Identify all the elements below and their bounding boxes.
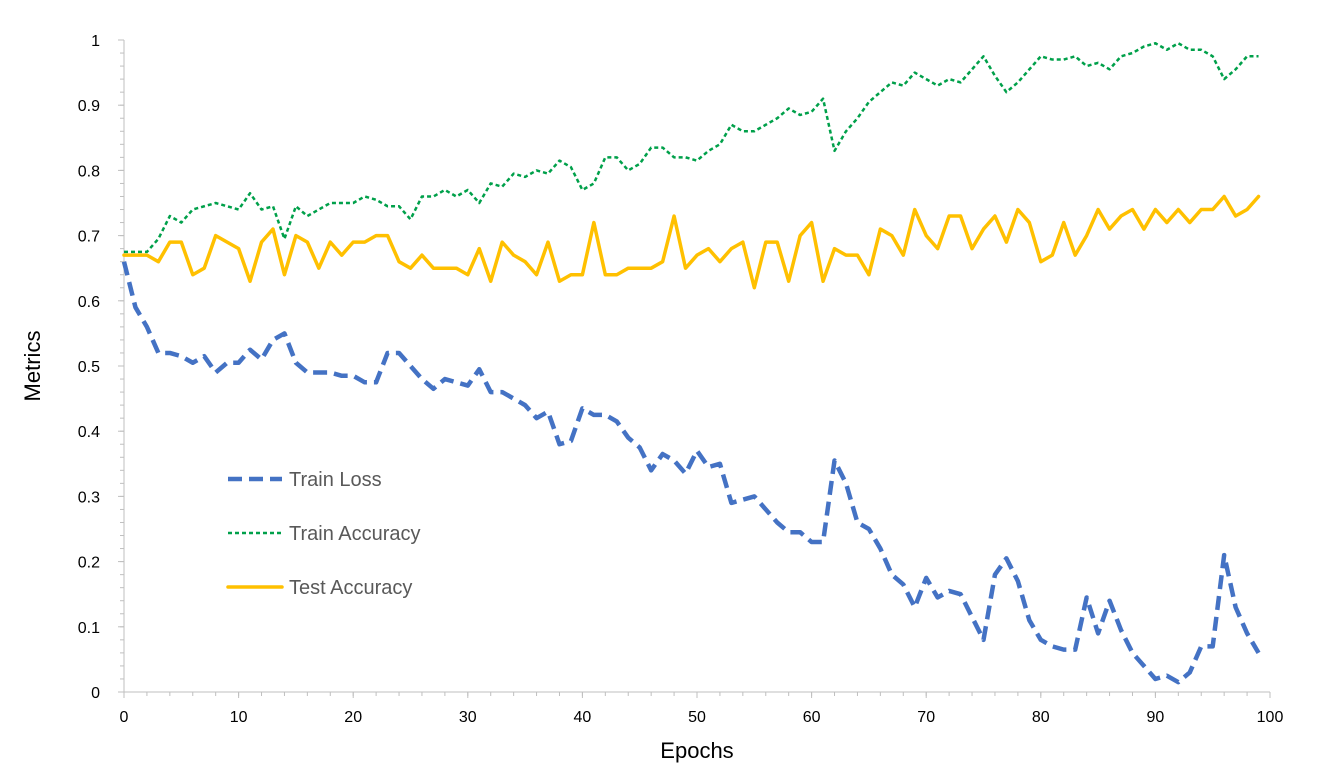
legend-label-train-accuracy: Train Accuracy	[289, 523, 421, 545]
x-tick-label: 50	[688, 709, 706, 726]
y-tick-label: 0.8	[78, 163, 100, 180]
legend: Train Loss Train Accuracy Test Accuracy	[226, 469, 421, 599]
x-axis-ticks: 0 10 20 30 40 50 60 70 80 90 100	[120, 692, 1284, 726]
y-tick-label: 0.3	[78, 489, 100, 506]
y-tick-label: 0.9	[78, 98, 100, 115]
x-tick-label: 90	[1147, 709, 1165, 726]
series-line-train-accuracy	[124, 42, 1259, 254]
x-tick-label: 80	[1032, 709, 1050, 726]
y-tick-label: 0	[91, 685, 100, 702]
legend-label-train-loss: Train Loss	[289, 469, 382, 491]
series-lines	[121, 42, 1261, 685]
x-axis-title: Epochs	[660, 738, 733, 763]
y-tick-label: 0.6	[78, 294, 100, 311]
x-tick-label: 0	[120, 709, 129, 726]
y-tick-label: 0.7	[78, 229, 100, 246]
y-tick-label: 0.4	[78, 424, 100, 441]
y-axis-title: Metrics	[20, 331, 45, 402]
y-tick-label: 0.1	[78, 620, 100, 637]
x-tick-label: 100	[1257, 709, 1284, 726]
y-tick-label: 0.2	[78, 555, 100, 572]
x-tick-label: 10	[230, 709, 248, 726]
legend-label-test-accuracy: Test Accuracy	[289, 577, 412, 599]
x-tick-label: 60	[803, 709, 821, 726]
series-line-test-accuracy	[122, 194, 1261, 290]
x-tick-label: 40	[574, 709, 592, 726]
y-tick-label: 0.5	[78, 359, 100, 376]
x-tick-label: 30	[459, 709, 477, 726]
y-tick-label: 1	[91, 33, 100, 50]
x-tick-label: 20	[344, 709, 362, 726]
y-axis-ticks: 0 0.1 0.2 0.3 0.4 0.5 0.6 0.7 0.8 0.9 1	[78, 33, 124, 702]
series-line-train-loss	[121, 261, 1261, 685]
x-tick-label: 70	[917, 709, 935, 726]
